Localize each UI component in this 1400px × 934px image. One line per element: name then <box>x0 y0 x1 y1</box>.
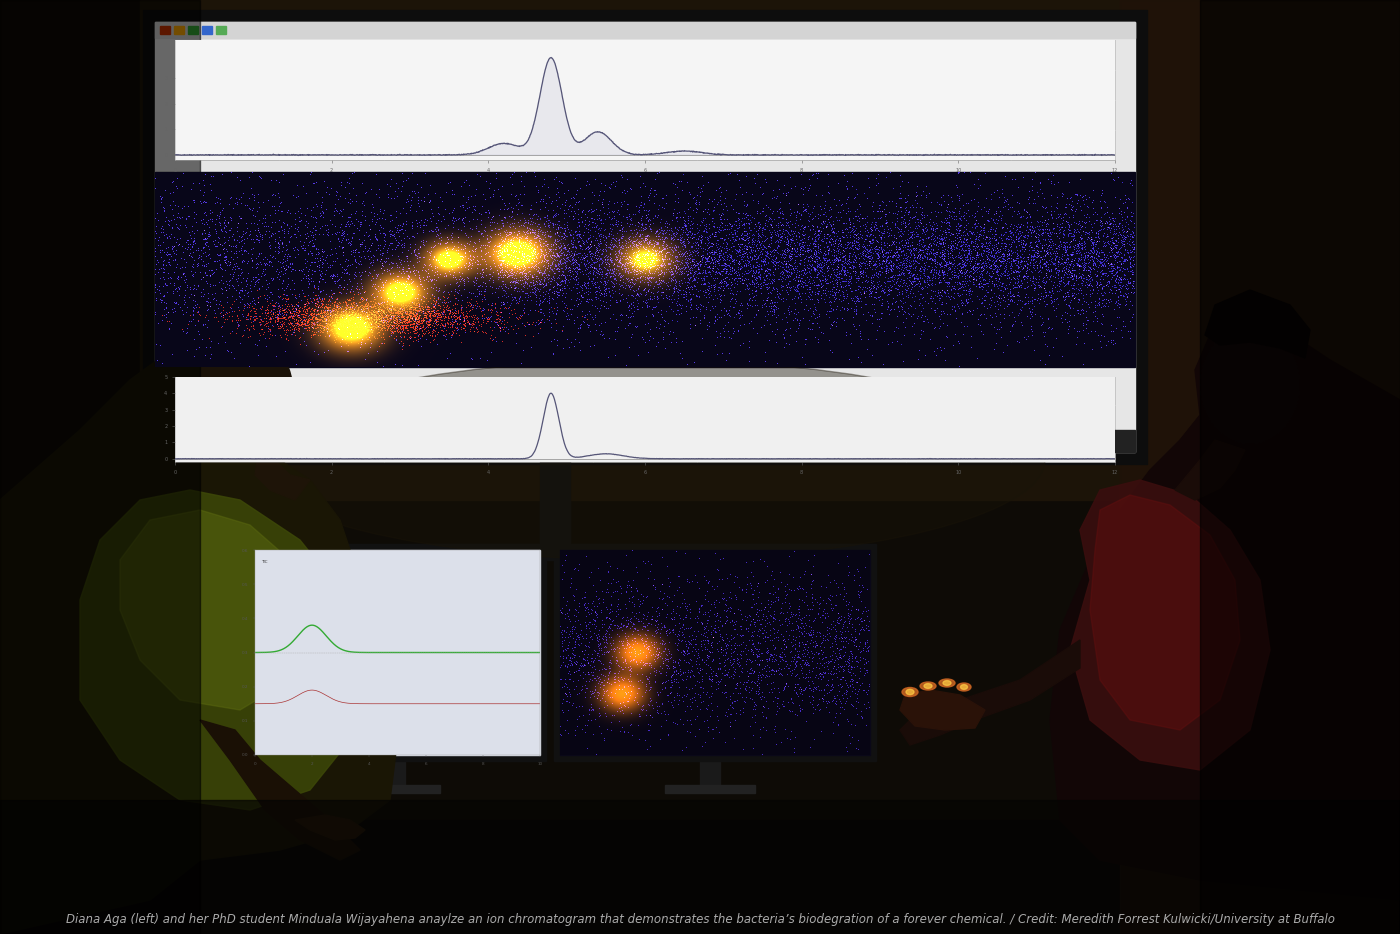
Bar <box>350 785 440 793</box>
Bar <box>155 22 1135 38</box>
Polygon shape <box>80 490 360 810</box>
Ellipse shape <box>924 684 932 688</box>
Bar <box>188 26 197 34</box>
Bar <box>272 434 287 448</box>
Polygon shape <box>1175 440 1245 500</box>
Bar <box>293 434 309 448</box>
Polygon shape <box>0 330 400 934</box>
Bar <box>0 820 1400 934</box>
Polygon shape <box>255 440 309 500</box>
Bar <box>255 550 540 755</box>
Polygon shape <box>1050 320 1400 934</box>
Bar <box>143 10 1147 464</box>
Ellipse shape <box>920 682 937 690</box>
Polygon shape <box>1070 480 1270 770</box>
Bar <box>700 755 720 790</box>
Ellipse shape <box>906 689 914 695</box>
Bar <box>403 434 419 448</box>
Polygon shape <box>900 640 1079 745</box>
Bar <box>0 800 1400 934</box>
Polygon shape <box>1091 495 1240 730</box>
Bar <box>227 434 244 448</box>
Bar <box>249 434 265 448</box>
Ellipse shape <box>902 687 918 697</box>
Polygon shape <box>195 295 293 355</box>
Polygon shape <box>200 720 360 860</box>
Bar <box>1120 0 1400 934</box>
Bar <box>175 40 1114 160</box>
Bar <box>155 22 1135 452</box>
Bar <box>358 434 375 448</box>
Text: Diana Aga (left) and her PhD student Minduala Wijayahena anaylze an ion chromato: Diana Aga (left) and her PhD student Min… <box>66 913 1334 926</box>
Bar <box>381 434 398 448</box>
Text: TIC: TIC <box>260 560 267 564</box>
Bar <box>155 430 1135 452</box>
Polygon shape <box>900 690 986 730</box>
Polygon shape <box>120 510 309 710</box>
Bar <box>1120 0 1400 934</box>
Polygon shape <box>0 0 200 934</box>
Bar <box>216 26 225 34</box>
Ellipse shape <box>1200 326 1301 444</box>
Bar <box>554 544 876 761</box>
Bar <box>175 377 1114 462</box>
Bar <box>202 26 211 34</box>
Bar <box>426 434 441 448</box>
Bar <box>385 755 405 790</box>
Polygon shape <box>1200 0 1400 934</box>
Bar <box>155 172 1135 367</box>
Ellipse shape <box>960 685 967 689</box>
Ellipse shape <box>939 679 955 687</box>
Bar <box>337 434 353 448</box>
Bar <box>140 0 1219 500</box>
Bar <box>560 550 869 755</box>
Bar <box>447 434 463 448</box>
Bar <box>665 785 755 793</box>
Ellipse shape <box>197 335 293 445</box>
Polygon shape <box>295 815 365 840</box>
Bar <box>204 434 221 448</box>
Bar <box>540 450 570 560</box>
Bar <box>174 26 183 34</box>
Ellipse shape <box>245 360 1044 560</box>
Ellipse shape <box>958 683 972 691</box>
Bar <box>249 544 546 761</box>
Polygon shape <box>1205 290 1310 358</box>
Bar <box>160 26 169 34</box>
Bar <box>315 434 330 448</box>
Ellipse shape <box>944 681 951 686</box>
